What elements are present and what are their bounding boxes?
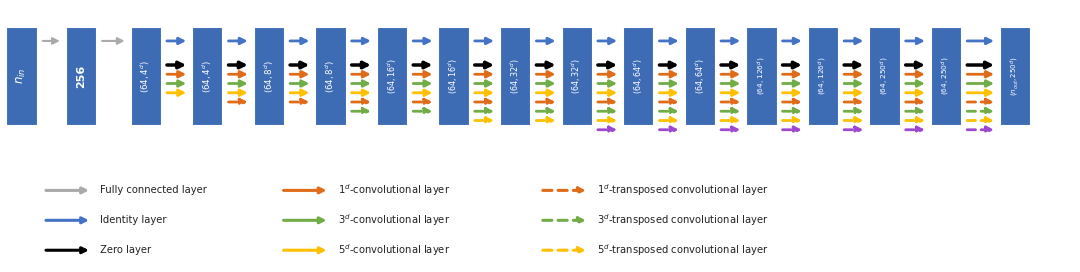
Text: $1^d$-transposed convolutional layer: $1^d$-transposed convolutional layer <box>597 183 769 198</box>
Text: $(64, 16^d)$: $(64, 16^d)$ <box>447 58 460 94</box>
Text: $(64, 4^d)$: $(64, 4^d)$ <box>201 60 214 93</box>
Text: $(64, 8^d)$: $(64, 8^d)$ <box>262 60 275 93</box>
Bar <box>66 27 96 125</box>
Bar <box>131 27 161 125</box>
Bar <box>377 27 407 125</box>
Text: Zero layer: Zero layer <box>100 245 151 255</box>
Bar <box>1000 27 1030 125</box>
Text: $(64, 32^d)$: $(64, 32^d)$ <box>570 58 583 94</box>
Bar <box>931 27 961 125</box>
Text: $1^d$-convolutional layer: $1^d$-convolutional layer <box>338 183 450 198</box>
Bar <box>685 27 715 125</box>
Bar <box>562 27 592 125</box>
Text: $(64, 4^d)$: $(64, 4^d)$ <box>139 60 152 93</box>
Bar <box>808 27 838 125</box>
Text: 256: 256 <box>76 64 86 88</box>
Text: $(64, 64^d)$: $(64, 64^d)$ <box>632 58 645 94</box>
Bar <box>192 27 222 125</box>
Text: $(64, 32^d)$: $(64, 32^d)$ <box>509 58 522 94</box>
Text: $3^d$-convolutional layer: $3^d$-convolutional layer <box>338 212 450 228</box>
Text: Identity layer: Identity layer <box>100 215 167 225</box>
Text: $(64, 64^d)$: $(64, 64^d)$ <box>693 58 706 94</box>
Bar <box>6 27 37 125</box>
Text: $(64, 250^d)$: $(64, 250^d)$ <box>878 57 891 95</box>
Text: $(64, 126^d)$: $(64, 126^d)$ <box>816 57 829 95</box>
Bar <box>623 27 653 125</box>
Bar <box>315 27 346 125</box>
Text: Fully connected layer: Fully connected layer <box>100 186 207 195</box>
Bar <box>438 27 469 125</box>
Bar <box>500 27 530 125</box>
Text: $5^d$-transposed convolutional layer: $5^d$-transposed convolutional layer <box>597 242 769 258</box>
Bar <box>254 27 284 125</box>
Text: $(64, 126^d)$: $(64, 126^d)$ <box>755 57 768 95</box>
Text: $(64, 16^d)$: $(64, 16^d)$ <box>386 58 399 94</box>
Text: $(64, 250^d)$: $(64, 250^d)$ <box>940 57 953 95</box>
Text: $5^d$-convolutional layer: $5^d$-convolutional layer <box>338 242 450 258</box>
Text: $3^d$-transposed convolutional layer: $3^d$-transposed convolutional layer <box>597 212 769 228</box>
Bar <box>869 27 900 125</box>
Text: $(n_{out}, 250^d)$: $(n_{out}, 250^d)$ <box>1009 56 1022 96</box>
Text: $(64, 8^d)$: $(64, 8^d)$ <box>324 60 337 93</box>
Text: $n_{in}$: $n_{in}$ <box>15 68 28 84</box>
Bar <box>746 27 777 125</box>
